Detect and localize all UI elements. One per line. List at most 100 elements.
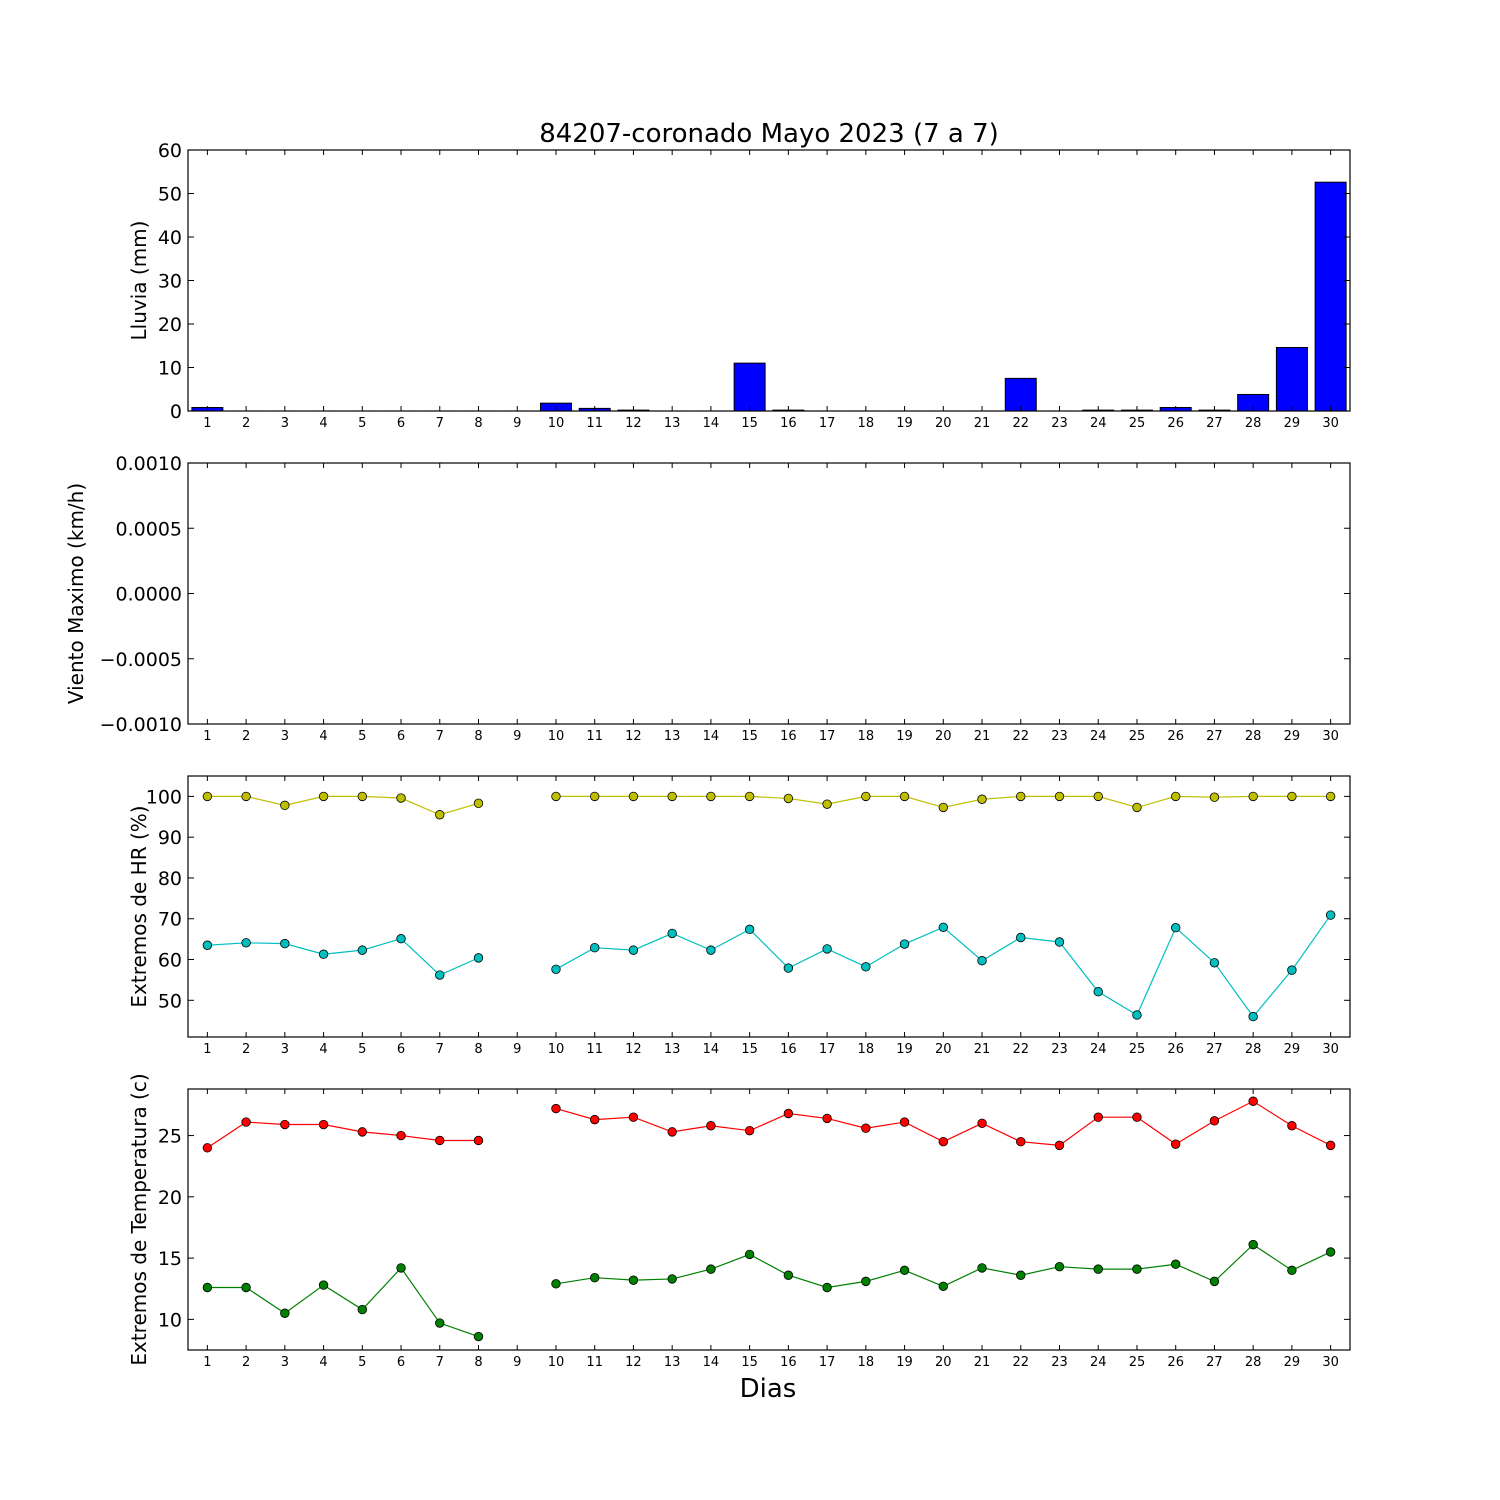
series-1-point-day-10 <box>551 791 561 802</box>
series-1-point-day-27 <box>1209 792 1220 802</box>
series-2-point-day-20 <box>938 1281 949 1291</box>
series-2-point-day-4 <box>318 949 329 959</box>
y-tick-label: 80 <box>158 868 182 890</box>
series-2-point-day-14 <box>706 945 716 955</box>
x-tick-label: 21 <box>974 1042 991 1057</box>
series-2-point-day-28 <box>1248 1011 1258 1022</box>
series-1-point-day-29 <box>1287 791 1297 802</box>
series-1-point-day-15 <box>744 791 755 802</box>
x-tick-label: 2 <box>242 416 250 431</box>
x-tick-label: 15 <box>741 1042 758 1057</box>
x-tick-label: 19 <box>896 729 913 744</box>
bar-day-15 <box>733 362 766 412</box>
x-tick-label: 12 <box>625 1042 642 1057</box>
series-2-point-day-16 <box>783 1270 794 1280</box>
series-2-point-day-23 <box>1054 1261 1065 1272</box>
x-tick-label: 16 <box>780 1355 797 1370</box>
series-2-point-day-3 <box>280 1308 290 1318</box>
series-2-point-day-2 <box>241 938 251 948</box>
x-tick-label: 13 <box>664 729 681 744</box>
series-2-point-day-27 <box>1209 1276 1220 1287</box>
x-tick-label: 9 <box>513 1042 521 1057</box>
series-2-point-day-6 <box>396 1263 406 1273</box>
y-tick-label: 25 <box>158 1126 182 1148</box>
panel-2: 1 2 3 4 5 6 7 8 9 10 11 12 13 14 15 16 17 18 19 20 21 22 23 24 2… <box>64 453 1351 744</box>
series-2-point-day-5 <box>357 945 368 955</box>
series-2-point-day-18 <box>861 962 871 972</box>
series-1-point-day-24 <box>1093 1112 1103 1122</box>
series-1-point-day-1 <box>202 1143 213 1153</box>
x-tick-label: 18 <box>858 1042 875 1057</box>
series-1-point-day-20 <box>938 802 949 813</box>
x-tick-label: 23 <box>1051 416 1068 431</box>
x-tick-label: 29 <box>1284 1355 1301 1370</box>
series-1-point-day-22 <box>1016 791 1026 802</box>
series-2-point-day-12 <box>628 1275 639 1285</box>
x-tick-label: 15 <box>741 416 758 431</box>
x-tick-label: 25 <box>1129 729 1146 744</box>
series-1-point-day-17 <box>822 1113 832 1124</box>
plot-frame <box>187 149 1351 412</box>
x-tick-label: 5 <box>358 729 366 744</box>
x-tick-label: 3 <box>281 1042 289 1057</box>
series-1-point-day-4 <box>318 1119 329 1130</box>
x-tick-label: 27 <box>1206 416 1223 431</box>
series-1-point-day-13 <box>667 791 677 802</box>
series-2-point-day-4 <box>318 1280 329 1290</box>
x-tick-label: 3 <box>281 1355 289 1370</box>
series-1-point-day-26 <box>1170 1139 1181 1149</box>
x-tick-label: 9 <box>513 729 521 744</box>
x-tick-label: 7 <box>436 1355 444 1370</box>
x-tick-label: 17 <box>819 729 836 744</box>
x-tick-label: 4 <box>319 729 327 744</box>
series-1-point-day-7 <box>435 1135 445 1146</box>
plot-frame <box>187 775 1351 1038</box>
y-tick-label: 40 <box>158 227 182 249</box>
y-axis-label: Extremos de HR (%) <box>127 805 151 1007</box>
y-tick-label: 0.0005 <box>116 518 182 540</box>
y-tick-label: 90 <box>158 827 182 849</box>
panel-3: 1 2 3 4 5 6 7 8 9 10 11 12 13 14 15 16 17 18 19 20 21 22 23 24 2… <box>127 775 1351 1057</box>
series-1-point-day-25 <box>1132 1112 1142 1122</box>
x-tick-label: 22 <box>1012 1042 1029 1057</box>
y-tick-label: 0.0000 <box>116 584 182 606</box>
x-tick-label: 23 <box>1051 1355 1068 1370</box>
series-2-point-day-6 <box>396 934 406 944</box>
panel-4: 1 2 3 4 5 6 7 8 9 10 11 12 13 14 15 16 17 18 19 20 21 22 23 24 2… <box>127 1073 1351 1404</box>
y-tick-label: 50 <box>158 990 182 1012</box>
series-1-point-day-25 <box>1132 802 1142 813</box>
series-1-line-1 <box>207 1121 479 1149</box>
series-2-point-day-27 <box>1209 958 1220 968</box>
series-2-line-1 <box>207 1266 479 1338</box>
x-tick-label: 14 <box>703 1042 720 1057</box>
x-tick-label: 27 <box>1206 1355 1223 1370</box>
x-tick-label: 5 <box>358 1355 366 1370</box>
x-tick-label: 3 <box>281 729 289 744</box>
x-tick-label: 26 <box>1167 1042 1184 1057</box>
series-2-point-day-20 <box>938 922 949 932</box>
y-tick-label: 30 <box>158 271 182 293</box>
y-tick-label: 60 <box>158 140 182 162</box>
x-tick-label: 12 <box>625 1355 642 1370</box>
series-1-line-1 <box>207 795 479 816</box>
y-tick-label: 60 <box>158 950 182 972</box>
y-axis-label: Lluvia (mm) <box>127 221 151 341</box>
series-1-point-day-21 <box>977 1118 987 1129</box>
x-tick-label: 6 <box>397 1042 405 1057</box>
x-tick-label: 9 <box>513 416 521 431</box>
x-tick-label: 6 <box>397 1355 405 1370</box>
series-1-point-day-16 <box>783 1108 794 1119</box>
series-2-point-day-19 <box>899 939 910 949</box>
series-2-line-1 <box>207 938 479 976</box>
x-tick-label: 20 <box>935 416 952 431</box>
series-2-point-day-1 <box>202 1282 213 1293</box>
x-tick-label: 11 <box>586 1355 603 1370</box>
series-2-point-day-17 <box>822 1282 832 1293</box>
y-tick-label: −0.0010 <box>100 714 182 736</box>
series-2-point-day-2 <box>241 1282 251 1293</box>
x-tick-label: 15 <box>741 729 758 744</box>
x-tick-label: 11 <box>586 729 603 744</box>
series-1-point-day-5 <box>357 1127 368 1137</box>
x-tick-label: 30 <box>1322 1355 1339 1370</box>
x-tick-label: 8 <box>474 416 482 431</box>
